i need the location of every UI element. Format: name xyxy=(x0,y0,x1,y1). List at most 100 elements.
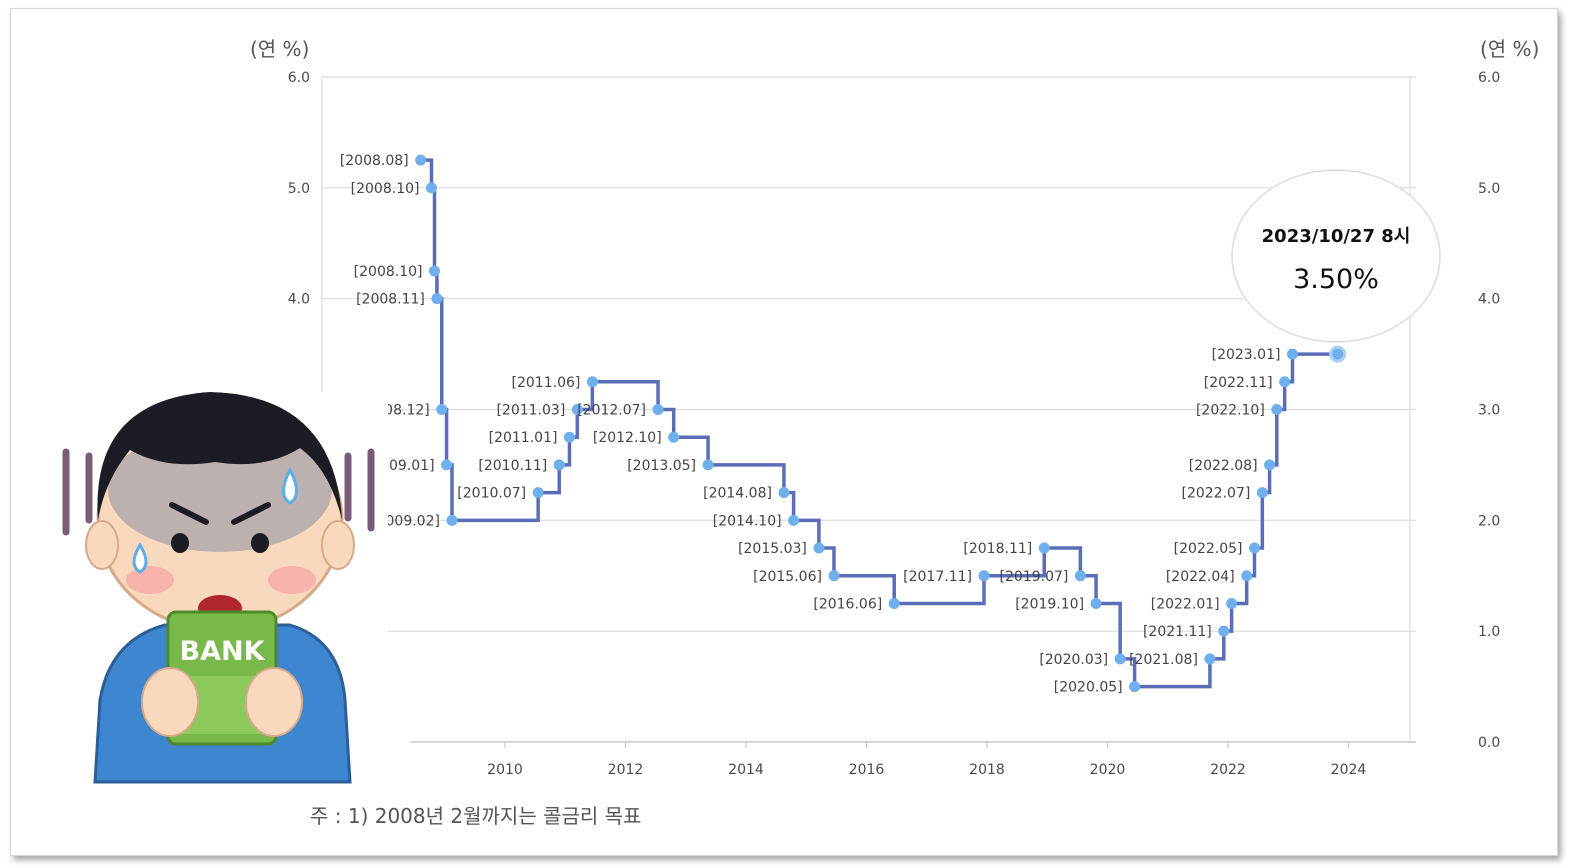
rate-change-label: [2022.11] xyxy=(1204,375,1273,391)
point-labels: [2008.08] [2008.10] [2008.10] [2008.11] [200… xyxy=(340,153,1281,695)
y-tick-label-left: 6.0 xyxy=(288,70,310,86)
rate-change-marker xyxy=(652,404,664,415)
footnote: 주 : 1) 2008년 2월까지는 콜금리 목표 xyxy=(310,804,642,828)
rate-change-marker xyxy=(571,404,583,415)
rate-change-marker xyxy=(828,570,840,582)
rate-change-label: [2017.11] xyxy=(903,569,972,585)
step-line xyxy=(420,158,1338,689)
rate-change-label: [2019.10] xyxy=(1015,596,1084,612)
rate-change-label: [2015.03] xyxy=(738,541,807,557)
rate-change-marker xyxy=(778,487,790,499)
sweat-drop-icon xyxy=(282,466,298,505)
rate-change-label: [2008.10] xyxy=(351,181,420,197)
rate-change-marker xyxy=(1279,376,1291,388)
sweat-drop-icon xyxy=(132,542,148,574)
x-tick-label: 2016 xyxy=(849,762,885,778)
rate-change-marker xyxy=(1249,542,1261,554)
rate-change-marker xyxy=(563,431,575,443)
bank-book-label: BANK xyxy=(180,636,266,667)
tooltip-value: 3.50% xyxy=(1293,264,1379,295)
y-tick-label-right: 4.0 xyxy=(1478,292,1500,308)
rate-change-label: [2018.11] xyxy=(963,541,1032,557)
rate-change-label: [2014.08] xyxy=(703,486,772,502)
rate-change-marker xyxy=(1218,625,1230,637)
rate-change-marker xyxy=(431,293,443,305)
right-unit-label: (연 %) xyxy=(1480,37,1539,61)
rate-change-label: [2015.06] xyxy=(753,569,822,585)
x-tick-label: 2010 xyxy=(487,762,523,778)
rate-change-marker xyxy=(429,265,441,277)
x-tick-label: 2020 xyxy=(1090,762,1126,778)
y-tick-label-right: 5.0 xyxy=(1478,181,1500,197)
rate-change-label: [2022.07] xyxy=(1182,486,1251,502)
rate-change-label: [2020.03] xyxy=(1039,652,1108,668)
rate-change-marker xyxy=(1114,653,1126,665)
rate-change-label: [2012.07] xyxy=(577,403,646,419)
shake-lines-icon xyxy=(62,448,375,536)
rate-change-marker xyxy=(1256,487,1268,499)
rate-change-marker xyxy=(1090,597,1102,609)
rate-change-marker xyxy=(788,514,800,526)
rate-change-label: [2022.05] xyxy=(1174,541,1243,557)
rate-change-marker xyxy=(415,154,427,166)
rate-change-label: [2010.07] xyxy=(457,486,526,502)
rate-change-marker xyxy=(1264,459,1276,471)
rate-change-marker xyxy=(668,431,680,443)
rate-change-marker xyxy=(888,597,900,609)
y-tick-label-right: 6.0 xyxy=(1478,70,1500,86)
y-tick-label-right: 2.0 xyxy=(1478,513,1500,529)
series-points xyxy=(415,154,1347,693)
y-tick-label-left: 4.0 xyxy=(288,292,310,308)
rate-change-label: [2019.07] xyxy=(1000,569,1069,585)
rate-change-label: [2011.01] xyxy=(489,430,558,446)
rate-change-marker xyxy=(553,459,565,471)
series-line xyxy=(420,158,1338,689)
rate-change-marker xyxy=(1038,542,1050,554)
rate-change-label: [2011.06] xyxy=(512,375,581,391)
rate-change-label: [2010.11] xyxy=(478,458,547,474)
rate-change-label: [2013.05] xyxy=(627,458,696,474)
rate-change-label: [2014.10] xyxy=(713,513,782,529)
rate-change-marker xyxy=(446,514,458,526)
rate-change-label: [2009.02] xyxy=(371,513,440,529)
rate-change-label: [2021.08] xyxy=(1129,652,1198,668)
value-tooltip: 2023/10/27 8시 3.50% xyxy=(1231,169,1441,343)
rate-change-marker xyxy=(1286,348,1298,360)
rate-change-label: [2020.05] xyxy=(1054,680,1123,696)
rate-change-label: [2008.11] xyxy=(356,292,425,308)
rate-change-marker xyxy=(1129,681,1141,693)
x-tick-label: 2022 xyxy=(1210,762,1246,778)
rate-change-marker xyxy=(441,459,453,471)
rate-change-label: [2022.08] xyxy=(1189,458,1258,474)
rate-change-label: [2022.10] xyxy=(1196,403,1265,419)
rate-change-label: [2016.06] xyxy=(813,596,882,612)
rate-change-marker xyxy=(1204,653,1216,665)
rate-change-label: [2022.04] xyxy=(1166,569,1235,585)
current-rate-marker xyxy=(1329,345,1347,363)
y-tick-label-right: 0.0 xyxy=(1478,735,1500,751)
rate-change-marker xyxy=(425,182,437,194)
rate-change-marker xyxy=(1241,570,1253,582)
rate-change-marker xyxy=(702,459,714,471)
y-tick-label-right: 3.0 xyxy=(1478,403,1500,419)
y-tick-label-left: 5.0 xyxy=(288,181,310,197)
rate-change-marker xyxy=(813,542,825,554)
rate-change-marker xyxy=(586,376,598,388)
x-tick-label: 2012 xyxy=(608,762,644,778)
x-tick-label: 2014 xyxy=(728,762,764,778)
x-tick-label: 2018 xyxy=(969,762,1005,778)
tooltip-date: 2023/10/27 8시 xyxy=(1262,226,1411,247)
rate-change-label: [2012.10] xyxy=(593,430,662,446)
rate-change-label: [2022.01] xyxy=(1151,596,1220,612)
rate-change-marker xyxy=(1226,597,1238,609)
rate-change-marker xyxy=(978,570,990,582)
rate-change-label: [2008.10] xyxy=(354,264,423,280)
rate-change-marker xyxy=(1271,404,1283,415)
rate-change-marker xyxy=(436,404,448,415)
rate-change-marker xyxy=(1074,570,1086,582)
worried-boy-illustration: BANK xyxy=(38,392,388,787)
rate-change-label: [2011.03] xyxy=(496,403,565,419)
rate-change-label: [2023.01] xyxy=(1212,347,1281,363)
left-unit-label: (연 %) xyxy=(250,37,309,61)
